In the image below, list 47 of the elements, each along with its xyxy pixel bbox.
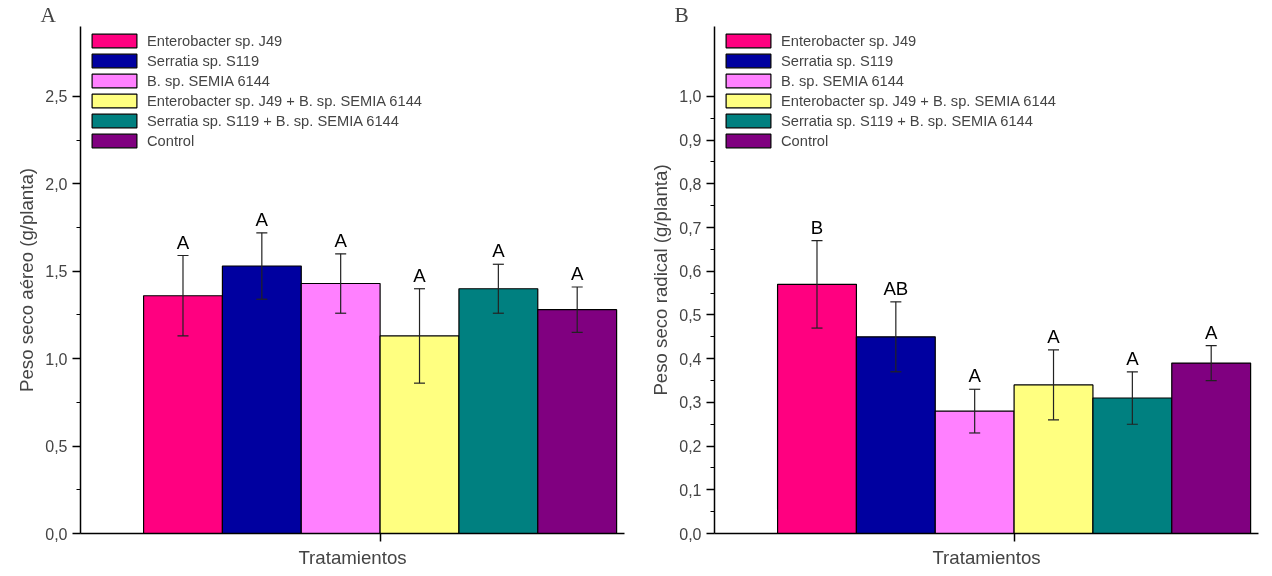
y-tick-label: 0,9: [679, 132, 702, 150]
y-tick-label: 0,0: [679, 525, 702, 543]
chart-title: B: [674, 2, 689, 27]
y-axis-title: Peso seco aéreo (g/planta): [16, 167, 38, 393]
data-label: A: [255, 208, 269, 230]
legend-label: Control: [781, 132, 829, 149]
data-label: A: [176, 231, 190, 253]
y-tick-label: 0,7: [679, 219, 702, 237]
y-tick-label: 2,5: [45, 88, 68, 106]
y-tick-label: 0,3: [679, 394, 702, 412]
chart-title: A: [40, 2, 57, 27]
data-label: B: [810, 216, 824, 238]
legend-label: Serratia sp. S119 + B. sp. SEMIA 6144: [781, 112, 1033, 129]
legend-label: Enterobacter sp. J49 + B. sp. SEMIA 6144: [147, 92, 422, 109]
y-tick-label: 0,5: [679, 306, 702, 324]
y-tick-label: 1,5: [45, 263, 68, 281]
data-label: A: [413, 264, 427, 286]
legend-label: B. sp. SEMIA 6144: [781, 72, 905, 89]
x-axis-title: Tratamientos: [298, 546, 407, 568]
legend-label: Serratia sp. S119: [781, 52, 894, 69]
legend-label: Enterobacter sp. J49 + B. sp. SEMIA 6144: [781, 92, 1056, 109]
x-axis-title: Tratamientos: [932, 546, 1041, 568]
y-tick-label: 0,8: [679, 175, 702, 193]
y-tick-label: 1,0: [45, 350, 68, 368]
data-label: A: [1126, 347, 1140, 369]
data-label: A: [968, 365, 982, 387]
y-tick-label: 2,0: [45, 175, 68, 193]
data-label: AB: [883, 277, 909, 299]
data-label: A: [1047, 325, 1061, 347]
legend-label: Enterobacter sp. J49: [781, 32, 917, 49]
data-label: A: [570, 262, 584, 284]
y-axis-title: Peso seco radical (g/planta): [650, 164, 672, 396]
legend-label: Control: [147, 132, 195, 149]
y-tick-label: 0,0: [45, 525, 68, 543]
legend-label: B. sp. SEMIA 6144: [147, 72, 271, 89]
legend-label: Serratia sp. S119 + B. sp. SEMIA 6144: [147, 112, 399, 129]
y-tick-label: 0,2: [679, 438, 702, 456]
legend-label: Serratia sp. S119: [147, 52, 260, 69]
y-tick-label: 0,1: [679, 481, 702, 499]
legend-label: Enterobacter sp. J49: [147, 32, 283, 49]
y-tick-label: 0,5: [45, 438, 68, 456]
data-label: A: [1204, 321, 1218, 343]
data-label: A: [492, 240, 506, 262]
y-tick-label: 0,6: [679, 263, 702, 281]
y-tick-label: 1,0: [679, 88, 702, 106]
y-tick-label: 0,4: [679, 350, 702, 368]
data-label: A: [334, 229, 348, 251]
